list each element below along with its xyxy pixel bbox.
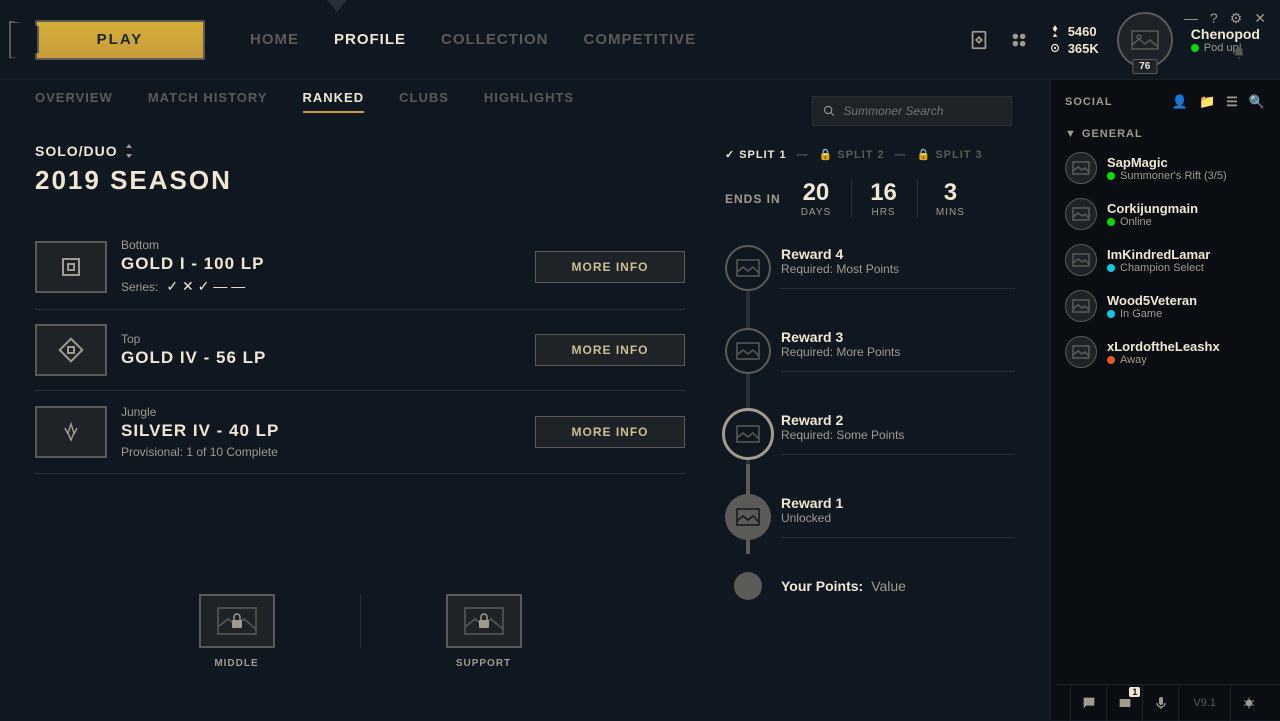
search-friends-icon[interactable]: 🔍 — [1249, 94, 1266, 110]
lock-icon — [477, 613, 491, 629]
friend-status: In Game — [1107, 308, 1197, 320]
rank-emblem — [35, 241, 107, 293]
sort-icon — [124, 144, 134, 158]
friend-name: SapMagic — [1107, 155, 1227, 170]
search-input[interactable] — [843, 104, 1001, 118]
tab-highlights[interactable]: HIGHLIGHTS — [484, 90, 574, 113]
social-group-general[interactable]: ▼ GENERAL — [1065, 128, 1266, 140]
friend-item[interactable]: xLordoftheLeashxAway — [1065, 336, 1266, 368]
more-info-button[interactable]: MORE INFO — [535, 334, 685, 366]
friend-item[interactable]: ImKindredLamarChampion Select — [1065, 244, 1266, 276]
role-label: Bottom — [121, 238, 535, 252]
series-label: Series: — [121, 280, 158, 294]
currency-block: 5460 365K — [1048, 24, 1099, 56]
missions-button[interactable]: 1 — [1106, 685, 1142, 721]
split-3[interactable]: 🔒 SPLIT 3 — [917, 148, 983, 161]
friend-name: ImKindredLamar — [1107, 247, 1210, 262]
rank-row-top: Top GOLD IV - 56 LP MORE INFO — [35, 310, 685, 391]
bell-icon[interactable] — [1232, 46, 1246, 60]
minimize-button[interactable]: — — [1184, 10, 1198, 27]
add-friend-icon[interactable]: 👤 — [1172, 94, 1189, 110]
friend-name: xLordoftheLeashx — [1107, 339, 1220, 354]
points-value: Value — [871, 578, 906, 594]
tab-match-history[interactable]: MATCH HISTORY — [148, 90, 268, 113]
chat-button[interactable] — [1070, 685, 1106, 721]
close-button[interactable]: ✕ — [1254, 10, 1266, 27]
role-label: Jungle — [121, 405, 535, 419]
user-status[interactable]: Pod up! — [1191, 42, 1260, 54]
rank-title: GOLD I - 100 LP — [121, 254, 535, 274]
queue-selector[interactable]: SOLO/DUO — [35, 143, 685, 159]
level-badge: 76 — [1132, 59, 1157, 74]
version-label: V9.1 — [1178, 685, 1230, 721]
nav-collection[interactable]: COLLECTION — [441, 31, 549, 48]
profile-avatar[interactable]: 76 — [1117, 12, 1173, 68]
voice-button[interactable] — [1142, 685, 1178, 721]
more-info-button[interactable]: MORE INFO — [535, 416, 685, 448]
split-1[interactable]: ✓ SPLIT 1 — [725, 148, 787, 161]
lock-icon — [230, 613, 244, 629]
friend-avatar — [1065, 152, 1097, 184]
friend-name: Wood5Veteran — [1107, 293, 1197, 308]
social-header: SOCIAL — [1065, 96, 1113, 108]
unranked-support: SUPPORT — [446, 594, 522, 669]
folder-icon[interactable]: 📁 — [1199, 94, 1216, 110]
summoner-search[interactable] — [812, 96, 1012, 126]
loot-icon[interactable] — [1008, 29, 1030, 51]
friend-item[interactable]: SapMagicSummoner's Rift (3/5) — [1065, 152, 1266, 184]
friend-status: Champion Select — [1107, 262, 1210, 274]
provisional-text: Provisional: 1 of 10 Complete — [121, 445, 535, 459]
countdown: ENDS IN 20DAYS 16HRS 3MINS — [725, 179, 1015, 218]
rank-row-jungle: Jungle SILVER IV - 40 LP Provisional: 1 … — [35, 391, 685, 474]
friend-status: Online — [1107, 216, 1198, 228]
hextech-icon[interactable] — [968, 29, 990, 51]
rewards-track: Reward 4Required: Most Points Reward 3Re… — [725, 246, 1015, 594]
reward-node-current — [722, 408, 774, 460]
reward-node — [725, 328, 771, 374]
friend-status: Summoner's Rift (3/5) — [1107, 170, 1227, 182]
role-label: Top — [121, 332, 535, 346]
rank-title: SILVER IV - 40 LP — [121, 421, 535, 441]
nav-competitive[interactable]: COMPETITIVE — [584, 31, 697, 48]
friend-avatar — [1065, 198, 1097, 230]
rank-emblem — [35, 324, 107, 376]
tab-ranked[interactable]: RANKED — [303, 90, 365, 113]
bug-button[interactable] — [1230, 685, 1266, 721]
rank-row-bottom: Bottom GOLD I - 100 LP Series: ✓ ✕ ✓ — —… — [35, 224, 685, 310]
nav-profile[interactable]: PROFILE — [334, 31, 406, 48]
split-selector: ✓ SPLIT 1 — 🔒 SPLIT 2 — 🔒 SPLIT 3 — [725, 148, 1015, 161]
reward-node-unlocked — [725, 494, 771, 540]
series-progress: ✓ ✕ ✓ — — — [166, 278, 245, 295]
rank-title: GOLD IV - 56 LP — [121, 348, 535, 368]
friend-name: Corkijungmain — [1107, 201, 1198, 216]
friend-avatar — [1065, 336, 1097, 368]
settings-button[interactable]: ⚙ — [1230, 10, 1243, 27]
rank-emblem — [35, 406, 107, 458]
friend-item[interactable]: Wood5VeteranIn Game — [1065, 290, 1266, 322]
split-2[interactable]: 🔒 SPLIT 2 — [819, 148, 885, 161]
play-button[interactable]: PLAY — [35, 20, 205, 60]
list-icon[interactable]: ☰ — [1226, 94, 1239, 110]
tab-overview[interactable]: OVERVIEW — [35, 90, 113, 113]
points-label: Your Points: — [781, 578, 863, 594]
unranked-middle: MIDDLE — [199, 594, 275, 669]
friend-avatar — [1065, 244, 1097, 276]
friend-status: Away — [1107, 354, 1220, 366]
reward-node — [725, 245, 771, 291]
friend-avatar — [1065, 290, 1097, 322]
more-info-button[interactable]: MORE INFO — [535, 251, 685, 283]
help-button[interactable]: ? — [1210, 10, 1218, 27]
search-icon — [823, 104, 835, 118]
tab-clubs[interactable]: CLUBS — [399, 90, 449, 113]
username: Chenopod — [1191, 26, 1260, 42]
friend-item[interactable]: CorkijungmainOnline — [1065, 198, 1266, 230]
season-title: 2019 SEASON — [35, 165, 685, 196]
nav-home[interactable]: HOME — [250, 31, 299, 48]
reward-start — [734, 572, 762, 600]
